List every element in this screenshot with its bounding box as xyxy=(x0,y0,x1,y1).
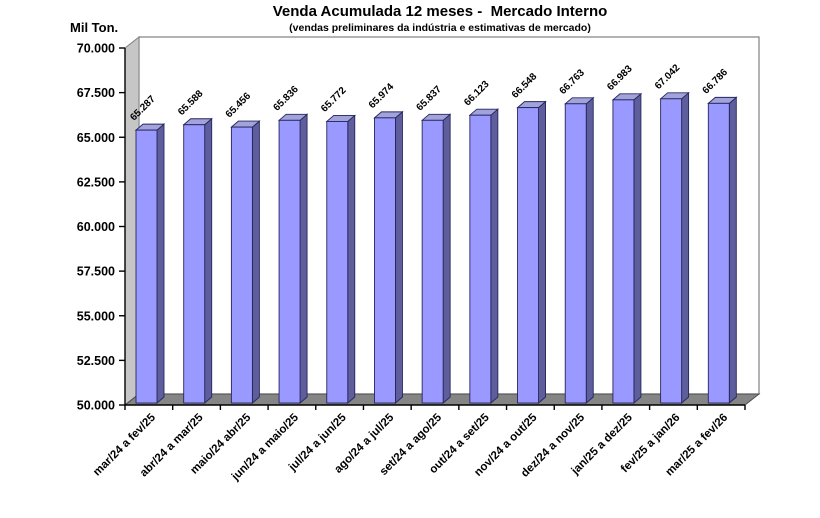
bar-side-face xyxy=(633,92,642,404)
y-axis-tick-label: 70.000 xyxy=(77,42,115,56)
y-axis-tick-label: 65.000 xyxy=(77,131,115,145)
bar-side-face xyxy=(299,113,308,404)
y-axis-tick-label: 67.500 xyxy=(77,86,115,100)
bar xyxy=(421,119,444,404)
bar xyxy=(660,98,683,404)
y-axis-tick-label: 50.000 xyxy=(77,399,115,413)
bar xyxy=(374,117,396,404)
y-axis-unit-label: Mil Ton. xyxy=(70,20,119,35)
bar xyxy=(326,121,349,404)
y-axis-tick-label: 60.000 xyxy=(77,220,115,234)
y-axis-tick-label: 52.500 xyxy=(77,354,115,368)
bar-side-face xyxy=(204,117,213,404)
bar xyxy=(183,124,206,404)
bar xyxy=(707,102,730,404)
bar-side-face xyxy=(490,108,499,404)
bar xyxy=(517,107,539,404)
bar xyxy=(135,129,158,404)
bar-side-face xyxy=(681,91,690,404)
bar xyxy=(278,119,301,404)
bar-side-face xyxy=(251,120,260,404)
y-axis-tick-label: 55.000 xyxy=(77,309,115,323)
chart-subtitle: (vendas preliminares da indústria e esti… xyxy=(289,22,591,34)
bar-side-face xyxy=(156,123,165,404)
bar-side-face xyxy=(585,96,594,404)
bar-side-face xyxy=(728,96,737,404)
bar xyxy=(564,103,587,404)
y-axis-tick-label: 62.500 xyxy=(77,175,115,189)
bar-side-face xyxy=(347,114,356,404)
y-axis-tick-label: 57.500 xyxy=(77,265,115,279)
bar xyxy=(612,99,635,404)
chart-title: Venda Acumulada 12 meses - Mercado Inter… xyxy=(272,3,608,20)
bar-side-face xyxy=(538,100,546,404)
bar-side-face xyxy=(395,110,403,404)
bar-side-face xyxy=(442,113,451,404)
bar xyxy=(469,114,492,404)
bar xyxy=(230,126,253,404)
